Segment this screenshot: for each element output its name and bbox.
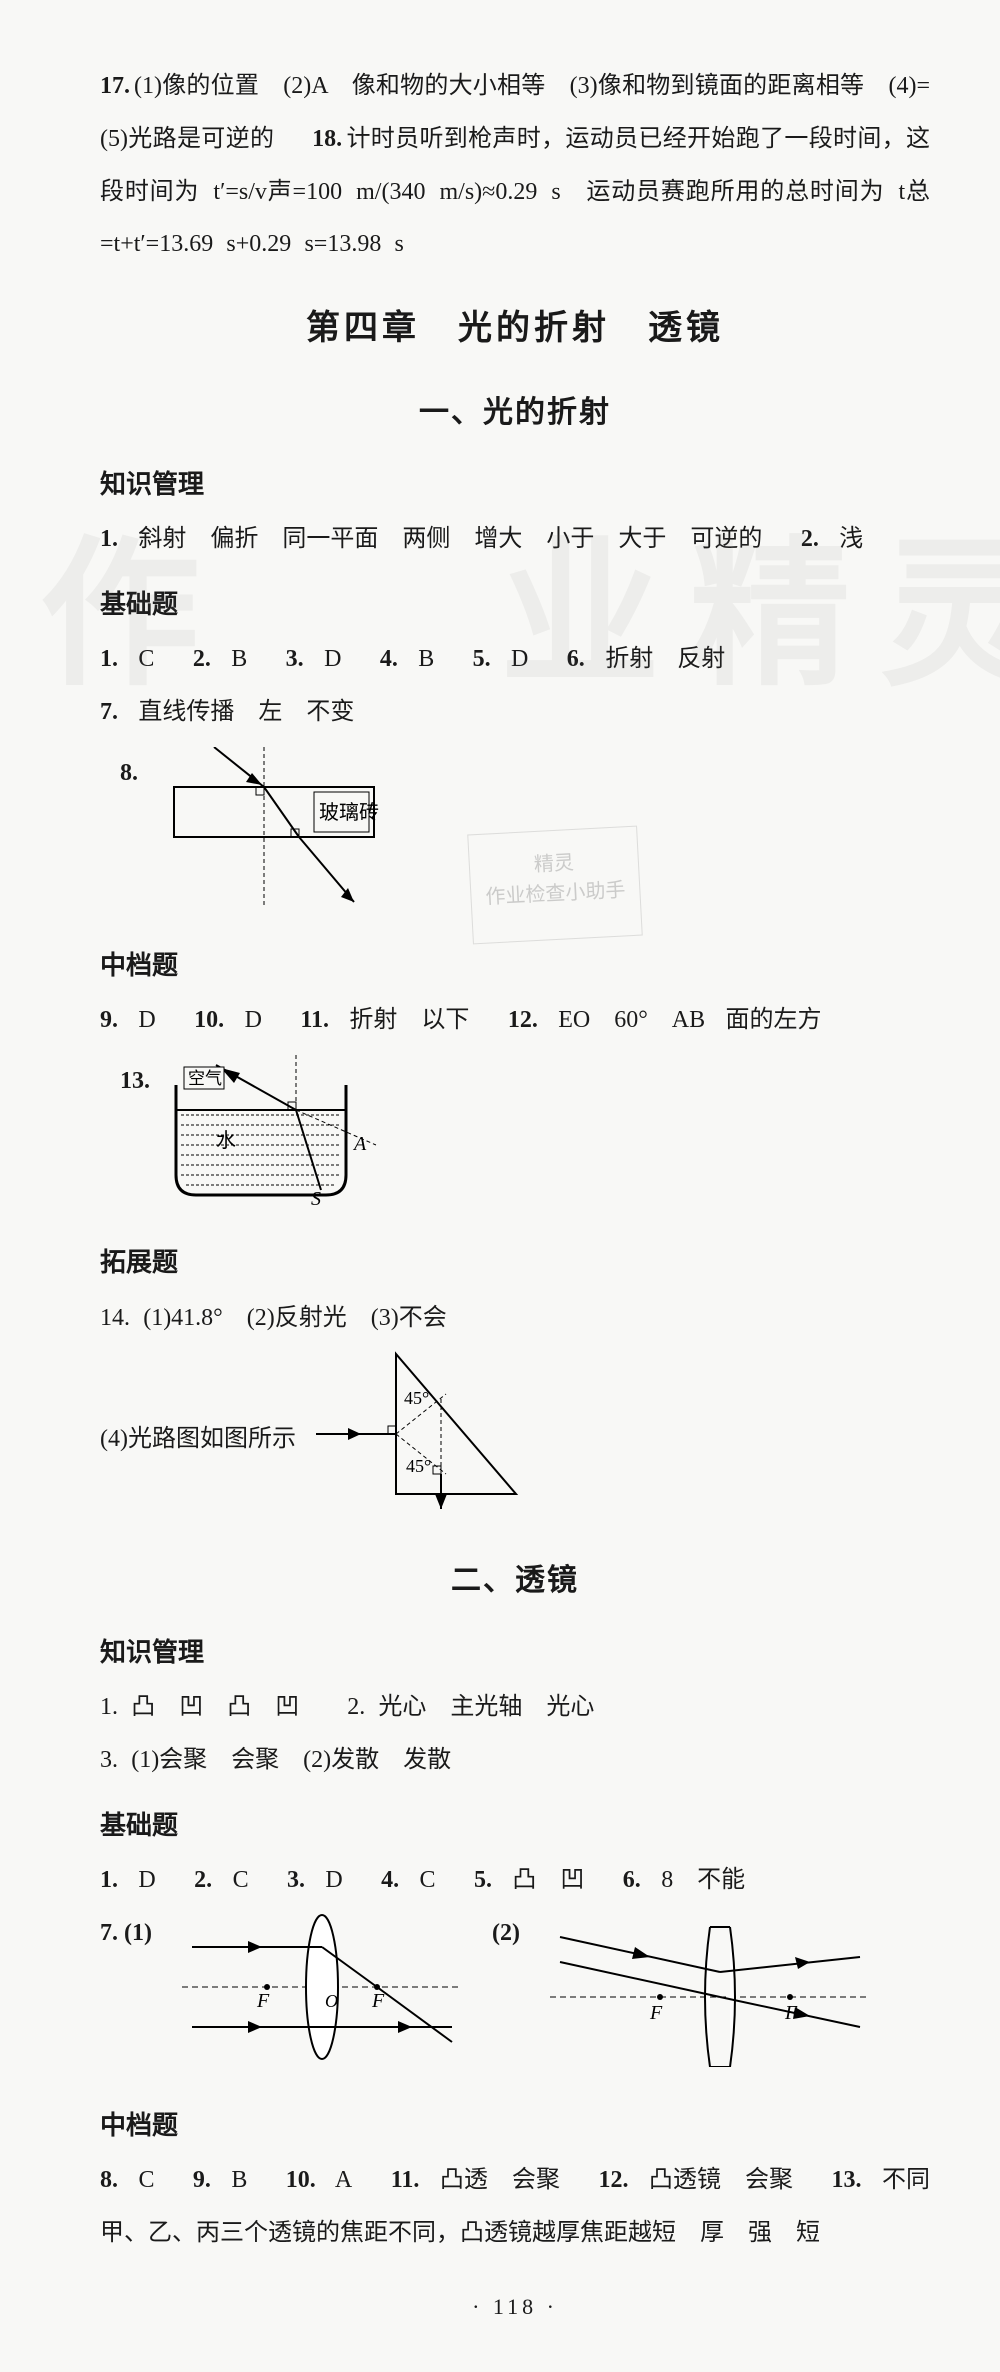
focus-label: F (371, 1990, 385, 2012)
answer-val: D (324, 646, 341, 672)
answer-val: B (418, 646, 434, 672)
answer-val: C (138, 646, 154, 672)
section-title: 一、光的折射 (100, 380, 930, 446)
heading-ext: 拓展题 (100, 1234, 930, 1291)
glass-label: 玻璃砖 (319, 801, 379, 824)
mid-answers: 9. D 10. D 11. 折射 以下 12. EO 60° AB 面的左方 (100, 994, 930, 1047)
answer-val: B (231, 646, 247, 672)
problem-17: 17.(1)像的位置 (2)A 像和物的大小相等 (3)像和物到镜面的距离相等 … (100, 60, 930, 271)
focus-label: F (256, 1990, 270, 2012)
answer-num: 6. (567, 646, 585, 672)
answer-num: 6. (623, 1867, 641, 1893)
convex-lens-diagram: F F O (182, 1907, 462, 2067)
problem-number: 18. (312, 126, 342, 152)
answer-val: D (245, 1007, 262, 1033)
answer-val: EO 60° AB 面的左方 (558, 1007, 821, 1033)
point-a-label: A (352, 1133, 367, 1155)
air-label: 空气 (188, 1069, 222, 1088)
focus-label: F (784, 2002, 798, 2024)
figure-q13: 13. 空气 水 A S (120, 1055, 930, 1225)
heading-mid: 中档题 (100, 2097, 930, 2154)
answer-num: 11. (300, 1007, 329, 1033)
page-number: · 118 · (100, 2283, 930, 2331)
answer-num: 8. (120, 760, 138, 786)
answer-num: 1. (100, 1867, 118, 1893)
answer-num: 1. (100, 646, 118, 672)
answer-val: 直线传播 左 不变 (138, 699, 354, 725)
heading-basic: 基础题 (100, 576, 930, 633)
knowledge-answers: 1. 斜射 偏折 同一平面 两侧 增大 小于 大于 可逆的 2. 浅 (100, 513, 930, 566)
center-label: O (325, 1991, 338, 2011)
section-title: 二、透镜 (100, 1548, 930, 1614)
knowledge-line: 3. (1)会聚 会聚 (2)发散 发散 (100, 1734, 930, 1787)
basic-answers: 1. D 2. C 3. D 4. C 5. 凸 凹 6. 8 不能 (100, 1854, 930, 1907)
q7-figures: 7. (1) F F O (2) (100, 1907, 930, 2087)
answer-val: 斜射 偏折 同一平面 两侧 增大 小于 大于 可逆的 (138, 526, 762, 552)
answer-num: 12. (508, 1007, 538, 1033)
basic-answers: 1. C 2. B 3. D 4. B 5. D 6. 折射 反射 7. 直线传… (100, 633, 930, 739)
q14-figure-row: (4)光路图如图所示 45° 45° (100, 1344, 930, 1534)
concave-lens-diagram: F F (550, 1907, 870, 2067)
answer-num: 3. (287, 1867, 305, 1893)
answer-val: 折射 以下 (349, 1007, 469, 1033)
point-s-label: S (311, 1188, 321, 1205)
answer-num: 7. (100, 699, 118, 725)
answer-num: 10. (194, 1007, 224, 1033)
problem-number: 17. (100, 73, 130, 99)
mid-answers: 8. C 9. B 10. A 11. 凸透 会聚 12. 凸透镜 会聚 13.… (100, 2154, 930, 2260)
answer-num: 4. (380, 646, 398, 672)
answer-num: 5. (473, 646, 491, 672)
answer-val: D (138, 1867, 155, 1893)
answer-val: D (325, 1867, 342, 1893)
answer-num: 1. (100, 526, 118, 552)
chapter-title: 第四章 光的折射 透镜 (100, 291, 930, 366)
knowledge-line: 1. 凸 凹 凸 凹 2. 光心 主光轴 光心 (100, 1681, 930, 1734)
answer-val: C (420, 1867, 436, 1893)
water-label: 水 (216, 1129, 236, 1152)
heading-basic: 基础题 (100, 1797, 930, 1854)
answer-num: 2. (194, 1867, 212, 1893)
q7-label1: 7. (1) (100, 1907, 152, 1960)
answer-num: 5. (474, 1867, 492, 1893)
answer-num: 3. (286, 646, 304, 672)
answer-val: 凸 凹 (512, 1867, 584, 1893)
answer-num: 2. (193, 646, 211, 672)
heading-knowledge: 知识管理 (100, 456, 930, 513)
answer-val: 8 不能 (661, 1867, 745, 1893)
prism-diagram: 45° 45° (306, 1344, 536, 1514)
answer-num: 4. (381, 1867, 399, 1893)
answer-val: C (233, 1867, 249, 1893)
focus-label: F (649, 2002, 663, 2024)
answer-val: D (138, 1007, 155, 1033)
q14-line1: 14. (1)41.8° (2)反射光 (3)不会 (100, 1292, 930, 1345)
answer-val: 浅 (839, 526, 863, 552)
q7-label2: (2) (492, 1907, 520, 1960)
q14-line2: (4)光路图如图所示 (100, 1413, 296, 1466)
angle-label: 45° (404, 1388, 429, 1408)
angle-label: 45° (406, 1456, 431, 1476)
heading-knowledge: 知识管理 (100, 1624, 930, 1681)
answer-val: 折射 反射 (605, 646, 725, 672)
sticker-overlay: 精灵 作业检查小助手 (467, 826, 643, 945)
answer-num: 2. (801, 526, 819, 552)
answer-num: 13. (120, 1068, 150, 1094)
refraction-glass-diagram: 玻璃砖 (144, 747, 404, 907)
answer-val: D (511, 646, 528, 672)
water-container-diagram: 空气 水 A S (156, 1055, 386, 1205)
heading-mid: 中档题 (100, 937, 930, 994)
answer-num: 9. (100, 1007, 118, 1033)
